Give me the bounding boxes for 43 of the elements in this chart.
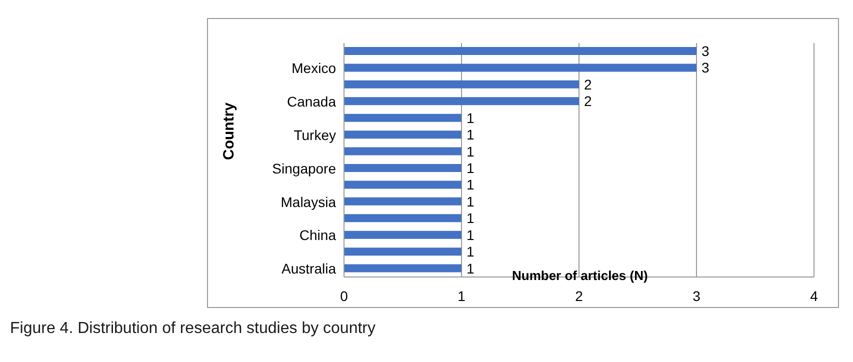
- bar: [344, 164, 462, 172]
- bar: [344, 197, 462, 206]
- data-label: 1: [466, 126, 474, 143]
- x-tick-label: 4: [810, 288, 818, 304]
- data-label: 2: [584, 93, 592, 110]
- bar: [344, 214, 462, 222]
- x-tick-label: 3: [692, 288, 701, 304]
- data-label: 1: [466, 160, 474, 176]
- y-tick-label: Australia: [282, 260, 336, 277]
- bar: [344, 114, 462, 122]
- bar: [344, 130, 462, 139]
- y-tick-label: Singapore: [272, 160, 336, 176]
- bar: [344, 230, 462, 239]
- data-label: 1: [466, 244, 474, 260]
- data-label: 1: [466, 110, 474, 126]
- x-tick-label: 1: [458, 288, 466, 304]
- bar: [344, 64, 696, 72]
- data-label: 2: [584, 76, 592, 92]
- bar: [344, 147, 462, 156]
- data-label: 3: [702, 42, 710, 59]
- x-tick-label: 0: [340, 288, 348, 304]
- x-tick-label: 2: [575, 288, 584, 304]
- data-label: 3: [702, 60, 710, 76]
- caption: Figure 4. Distribution of research studies by country: [10, 320, 376, 338]
- x-axis-title: Number of articles (N): [512, 268, 648, 283]
- data-label: 1: [466, 210, 474, 226]
- bar: [344, 180, 462, 189]
- bar: [344, 264, 462, 272]
- data-label: 1: [466, 260, 474, 276]
- y-axis-title: Country: [220, 102, 238, 160]
- data-label: 1: [466, 193, 474, 210]
- bar: [344, 97, 579, 106]
- y-tick-label: Malaysia: [280, 194, 336, 210]
- data-label: 1: [466, 143, 474, 160]
- y-tick-label: China: [299, 227, 336, 244]
- bar: [344, 248, 462, 256]
- y-tick-label: Mexico: [292, 60, 336, 76]
- y-tick-label: Canada: [286, 93, 336, 110]
- data-label: 1: [466, 226, 474, 243]
- y-tick-label: Turkey: [294, 126, 336, 143]
- data-label: 1: [466, 176, 474, 193]
- bar: [344, 80, 579, 88]
- bar: [344, 47, 696, 55]
